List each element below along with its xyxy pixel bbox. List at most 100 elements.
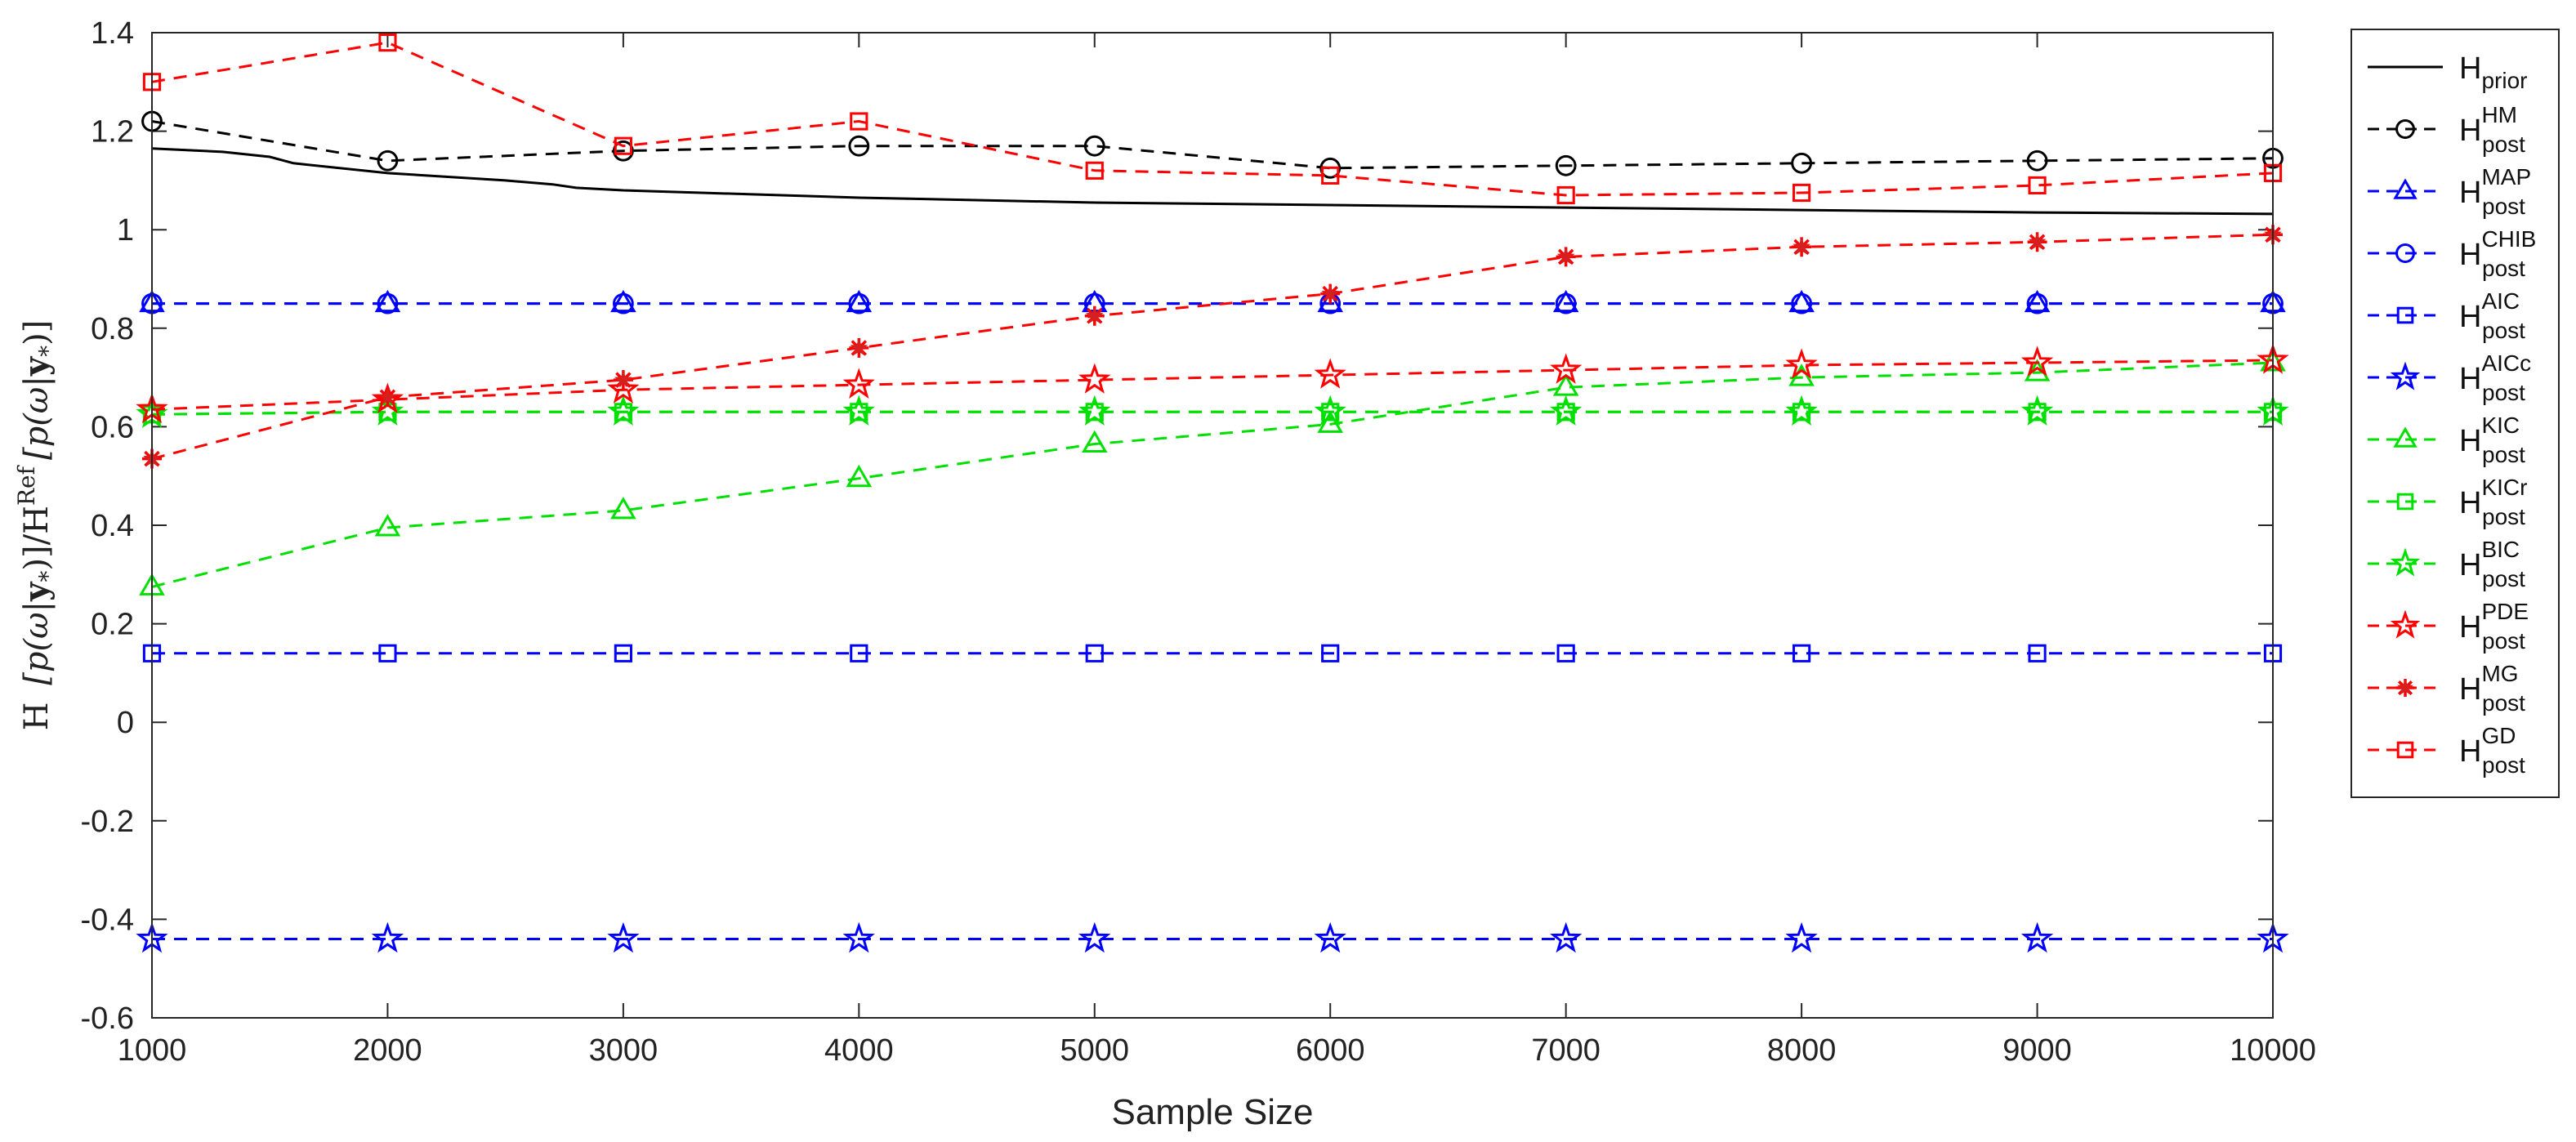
- legend-entry-hm: HHM post: [2368, 102, 2525, 157]
- data-point-map: [610, 289, 636, 313]
- data-point-aicc: [607, 921, 640, 953]
- data-point-mg: [613, 370, 633, 390]
- y-tick-label: 1.4: [91, 16, 134, 51]
- x-tick-label: 1000: [118, 1033, 187, 1068]
- data-point-aicc: [371, 921, 404, 953]
- data-point-gd: [1792, 183, 1811, 203]
- data-point-pde: [842, 368, 875, 399]
- y-axis-title: H [p(ω|y*)]/HRef[p(ω|y*)]: [13, 320, 61, 731]
- data-point-mg: [1792, 237, 1812, 257]
- data-point-chib: [2026, 292, 2048, 314]
- data-point-pde: [1550, 353, 1583, 384]
- legend-entry-kicr: HKICr post: [2368, 475, 2527, 529]
- data-point-pde: [607, 372, 640, 404]
- data-point-gd: [378, 33, 397, 52]
- data-point-bic: [1314, 395, 1346, 426]
- data-point-hm: [1083, 135, 1105, 157]
- y-tick-label: -0.4: [81, 903, 134, 937]
- series-aic: [142, 644, 2283, 662]
- ylabel-h: H: [18, 702, 56, 730]
- data-point-bic: [1550, 395, 1583, 426]
- legend-entry-bic: HBIC post: [2368, 537, 2525, 591]
- series-line-mg: [151, 233, 2274, 461]
- data-point-kic: [846, 464, 873, 488]
- data-point-kic: [610, 497, 636, 520]
- series-gd: [142, 33, 2283, 205]
- legend-label: HAICc post: [2459, 350, 2531, 405]
- data-point-bic: [371, 395, 404, 426]
- data-point-pde: [2020, 346, 2054, 377]
- data-point-bic: [607, 395, 640, 426]
- data-point-bic: [1078, 395, 1111, 426]
- data-point-gd: [1556, 185, 1575, 205]
- legend-label: HKICr post: [2459, 475, 2527, 529]
- y-tick-label: 0.8: [91, 312, 134, 346]
- plot-frame: [151, 32, 2274, 1019]
- x-tick-label: 6000: [1296, 1033, 1365, 1068]
- data-point-aicc: [1314, 921, 1346, 953]
- x-tick-label: 8000: [1767, 1033, 1837, 1068]
- data-point-kic: [1552, 373, 1579, 396]
- y-tick-label: 1: [117, 213, 134, 248]
- ylabel-ref: Ref: [13, 464, 40, 506]
- data-point-bic: [842, 395, 875, 426]
- legend-label: Hprior: [2459, 51, 2527, 93]
- series-layer: [136, 33, 2289, 953]
- legend-entry-prior: Hprior: [2368, 51, 2527, 93]
- data-point-pde: [1078, 363, 1111, 394]
- ylabel-close1: )]: [18, 545, 56, 570]
- legend-entry-pde: HPDE post: [2368, 599, 2529, 654]
- data-point-aicc: [1078, 921, 1111, 953]
- data-point-map: [1788, 289, 1815, 313]
- data-point-mg: [1084, 306, 1105, 326]
- data-point-mg: [377, 387, 398, 408]
- data-point-hm: [1791, 152, 1813, 174]
- data-point-gd: [1321, 166, 1340, 185]
- data-point-pde: [1314, 358, 1346, 389]
- data-point-aic: [614, 644, 632, 662]
- series-aicc: [136, 921, 2289, 953]
- plot-area: [152, 33, 2273, 1018]
- ylabel-star1: *: [34, 571, 61, 582]
- legend-marker: [2396, 741, 2414, 759]
- y-tick-label: 0.2: [91, 608, 134, 642]
- ylabel-close2: )]: [18, 320, 56, 346]
- data-point-aicc: [1785, 921, 1818, 953]
- series-line-gd: [151, 41, 2274, 197]
- data-point-gd: [850, 112, 868, 131]
- x-tick-label: 3000: [589, 1033, 659, 1068]
- legend-entry-chib: HCHIB post: [2368, 226, 2536, 281]
- legend-marker: [2390, 609, 2421, 639]
- data-point-aicc: [842, 921, 875, 953]
- legend-entry-map: HMAP post: [2368, 164, 2531, 219]
- ylabel-y2: y: [17, 355, 56, 377]
- data-point-aic: [850, 644, 868, 662]
- series-line-bic: [151, 410, 2273, 416]
- data-point-chib: [612, 292, 634, 314]
- legend-label: HPDE post: [2459, 599, 2529, 654]
- data-point-hm: [377, 149, 399, 172]
- legend-label: HMAP post: [2459, 164, 2531, 219]
- data-point-mg: [2027, 232, 2047, 252]
- ylabel-p1: [p(ω|: [18, 601, 56, 685]
- series-line-hm: [151, 120, 2274, 170]
- legend-marker: [2390, 361, 2421, 390]
- svg-text:H [p(ω|y*)]/HRef[p(ω|y*): H [p(ω|y*)]/HRef[p(ω|y*)]: [13, 320, 61, 731]
- data-point-mg: [849, 337, 869, 358]
- x-axis-title: Sample Size: [1111, 1092, 1313, 1132]
- ylabel-y1: y: [17, 581, 56, 602]
- legend-marker: [2396, 306, 2414, 324]
- legend-entry-gd: HGD post: [2368, 723, 2525, 778]
- series-line-pde: [151, 359, 2274, 411]
- legend-label: HGD post: [2459, 723, 2525, 778]
- legend-marker: [2395, 243, 2415, 263]
- data-point-kic: [374, 514, 401, 537]
- legend-entry-mg: HMG post: [2368, 661, 2525, 716]
- x-tick-label: 9000: [2002, 1033, 2072, 1068]
- legend-entry-aic: HAIC post: [2368, 288, 2525, 343]
- y-tick-label: 0.4: [91, 509, 134, 543]
- ylabel-star2: *: [34, 346, 61, 357]
- tick-labels: 1000 2000 3000 4000 5000 6000 7000 8000 9000 1000…: [81, 16, 2316, 1068]
- data-point-aic: [1792, 644, 1811, 662]
- y-tick-label: 1.2: [91, 115, 134, 149]
